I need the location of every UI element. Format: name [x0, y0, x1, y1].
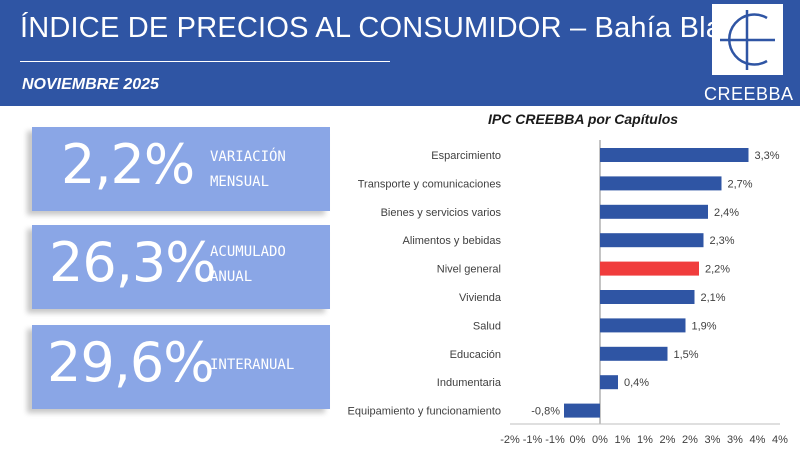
data-label: -0,8% [531, 406, 560, 418]
category-label: Indumentaria [437, 377, 502, 389]
bar-2 [600, 204, 708, 219]
category-label: Alimentos y bebidas [403, 235, 502, 247]
kpi-card-interannual: 29,6% INTERANUAL [32, 325, 330, 409]
kpi-label: INTERANUAL [210, 357, 295, 373]
x-tick-label: 4% [750, 434, 766, 446]
data-label: 2,4% [714, 207, 739, 219]
x-tick-label: 2% [682, 434, 698, 446]
x-tick-label: -1% [523, 434, 543, 446]
kpi-value: 2,2% [61, 133, 195, 196]
kpi-card-cumulative: 26,3% ACUMULADO ANUAL [32, 225, 330, 309]
data-label: 2,7% [728, 178, 753, 190]
data-label: 2,2% [705, 264, 730, 276]
bar-3 [600, 233, 704, 248]
data-label: 3,3% [755, 150, 780, 162]
logo-text: CREEBBA [704, 84, 794, 104]
category-label: Bienes y servicios varios [381, 207, 502, 219]
x-tick-label: 0% [592, 434, 608, 446]
creebba-logo-icon [712, 4, 783, 75]
x-tick-label: -2% [500, 434, 520, 446]
kpi-value: 26,3% [49, 231, 217, 294]
category-label: Equipamiento y funcionamiento [348, 406, 501, 418]
x-tick-label: -1% [545, 434, 565, 446]
x-tick-label: 4% [772, 434, 788, 446]
bar-0 [600, 148, 749, 162]
x-tick-label: 3% [727, 434, 743, 446]
chart-title: IPC CREEBBA por Capítulos [488, 111, 679, 127]
kpi-value: 29,6% [47, 331, 215, 394]
bar-4 [600, 261, 699, 276]
category-label: Educación [450, 349, 501, 361]
x-tick-label: 2% [660, 434, 676, 446]
bar-6 [600, 318, 686, 333]
period-subtitle: NOVIEMBRE 2025 [22, 76, 159, 93]
category-label: Nivel general [437, 264, 501, 276]
bar-1 [600, 176, 722, 191]
kpi-label: VARIACIÓN MENSUAL [210, 149, 286, 190]
kpi-label: ACUMULADO ANUAL [210, 244, 286, 285]
data-label: 1,5% [674, 349, 699, 361]
category-label: Transporte y comunicaciones [358, 178, 502, 190]
x-tick-label: 1% [637, 434, 653, 446]
header-banner: ÍNDICE DE PRECIOS AL CONSUMIDOR – Bahía … [0, 0, 800, 106]
data-label: 2,3% [710, 235, 735, 247]
title-divider [20, 61, 390, 62]
bar-5 [600, 290, 695, 304]
bar-7 [600, 346, 668, 361]
data-label: 1,9% [692, 320, 717, 332]
bar-9 [564, 403, 600, 418]
x-tick-label: 1% [615, 434, 631, 446]
data-label: 2,1% [701, 292, 726, 304]
bar-8 [600, 375, 618, 390]
x-tick-label: 0% [570, 434, 586, 446]
page-title: ÍNDICE DE PRECIOS AL CONSUMIDOR – Bahía … [20, 12, 770, 44]
x-tick-label: 3% [705, 434, 721, 446]
category-label: Esparcimiento [431, 150, 501, 162]
category-label: Salud [473, 320, 501, 332]
kpi-card-monthly: 2,2% VARIACIÓN MENSUAL [32, 127, 330, 211]
category-label: Vivienda [459, 292, 502, 304]
data-label: 0,4% [624, 377, 649, 389]
